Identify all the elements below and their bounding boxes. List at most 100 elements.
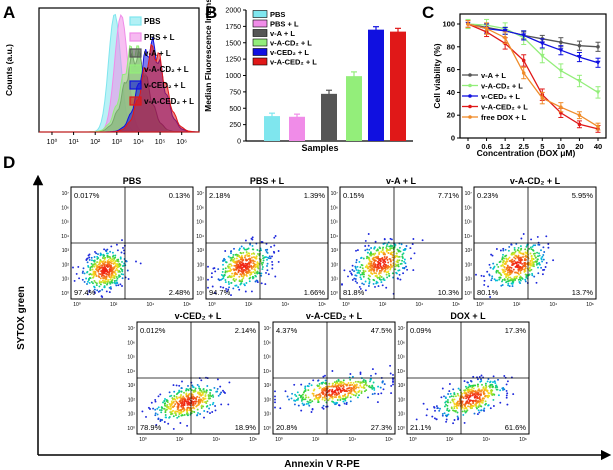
flow-event <box>471 394 474 397</box>
flow-event <box>368 259 371 262</box>
flow-event <box>332 390 334 393</box>
flow-event <box>309 401 312 404</box>
flow-event <box>210 389 212 392</box>
flow-event <box>301 393 304 396</box>
flow-event <box>253 263 256 266</box>
flow-event <box>506 280 509 283</box>
flow-event <box>447 413 450 416</box>
flow-event <box>376 248 379 251</box>
flow-event <box>116 281 118 284</box>
flow-event <box>540 266 543 269</box>
flow-event <box>106 283 108 286</box>
flow-event <box>260 249 263 252</box>
flow-event <box>162 401 164 404</box>
flow-event <box>180 390 183 393</box>
flow-event <box>381 284 384 287</box>
flow-event <box>378 253 381 255</box>
flow-event <box>103 258 106 261</box>
flow-ytick-label: 10¹ <box>465 277 473 283</box>
flow-event <box>542 254 545 256</box>
flow-event <box>440 396 443 399</box>
flow-event <box>223 391 226 394</box>
flow-event <box>494 382 497 385</box>
flow-event <box>466 381 469 384</box>
flow-event <box>179 395 182 398</box>
flow-event <box>445 415 448 418</box>
flow-event <box>194 402 197 405</box>
flow-event <box>154 408 157 411</box>
flow-event <box>94 271 97 273</box>
flow-event <box>453 407 456 410</box>
flow-event <box>293 383 296 386</box>
flow-event <box>336 389 339 392</box>
panel-a-histogram: Counts (a.u.) 10⁰ 10¹ 10² 10³ 10⁴ 10⁵ 10⁶ PBSP… <box>4 7 200 146</box>
flow-event <box>121 277 124 280</box>
flow-event <box>245 259 248 262</box>
flow-event <box>513 246 516 249</box>
flow-event <box>542 258 545 261</box>
flow-event <box>103 286 106 289</box>
flow-event <box>242 277 245 280</box>
flow-event <box>127 278 130 280</box>
flow-event <box>499 249 502 252</box>
flow-ytick-label: 10⁶ <box>196 205 204 211</box>
flow-event <box>322 404 325 407</box>
flow-xtick-label: 10² <box>446 437 454 443</box>
flow-event <box>104 266 107 269</box>
flow-event <box>96 255 99 258</box>
flow-event <box>101 288 104 291</box>
flow-event <box>362 257 365 260</box>
flow-event <box>547 246 550 249</box>
flow-event <box>507 276 510 279</box>
flow-event <box>463 380 466 383</box>
flow-event <box>483 392 486 395</box>
flow-event <box>512 393 515 396</box>
flow-event <box>509 279 512 282</box>
flow-event <box>382 261 385 264</box>
flow-event <box>501 278 504 281</box>
flow-event <box>164 404 167 407</box>
series-point <box>484 26 489 31</box>
flow-event <box>331 370 334 372</box>
flow-event <box>534 252 536 255</box>
flow-event <box>483 283 486 286</box>
flow-event <box>506 274 509 277</box>
flow-event <box>244 239 247 242</box>
flow-event <box>191 410 194 413</box>
flow-event <box>195 400 198 403</box>
flow-event <box>216 390 219 393</box>
flow-event <box>515 242 518 245</box>
flow-event <box>121 268 124 271</box>
flow-event <box>499 389 502 392</box>
flow-event <box>367 396 369 399</box>
flow-event <box>209 397 212 400</box>
flow-event <box>198 385 200 388</box>
flow-event <box>229 270 232 273</box>
flow-event <box>519 248 522 251</box>
panel-b-xlabel: Samples <box>301 143 338 153</box>
flow-xtick-label: 10⁴ <box>281 302 289 308</box>
flow-event <box>316 385 319 388</box>
quadrant-lr: 27.3% <box>371 423 393 432</box>
flow-event <box>482 275 485 278</box>
flow-event <box>475 405 478 407</box>
flow-event <box>390 265 393 268</box>
flow-event <box>375 249 378 252</box>
flow-event <box>489 266 492 269</box>
flow-event <box>470 406 473 408</box>
flow-event <box>188 397 191 400</box>
flow-event <box>517 246 520 249</box>
flow-event <box>214 405 217 407</box>
series-line-3 <box>467 23 599 130</box>
flow-event <box>474 390 477 393</box>
flow-event <box>104 280 107 283</box>
flow-event <box>510 243 513 246</box>
flow-event <box>252 265 254 268</box>
flow-event <box>341 387 344 390</box>
flow-event <box>228 286 231 289</box>
flow-event <box>469 394 472 397</box>
flow-event <box>192 398 195 400</box>
flow-event <box>233 272 236 275</box>
flow-event <box>448 409 451 412</box>
flow-event <box>272 250 275 253</box>
